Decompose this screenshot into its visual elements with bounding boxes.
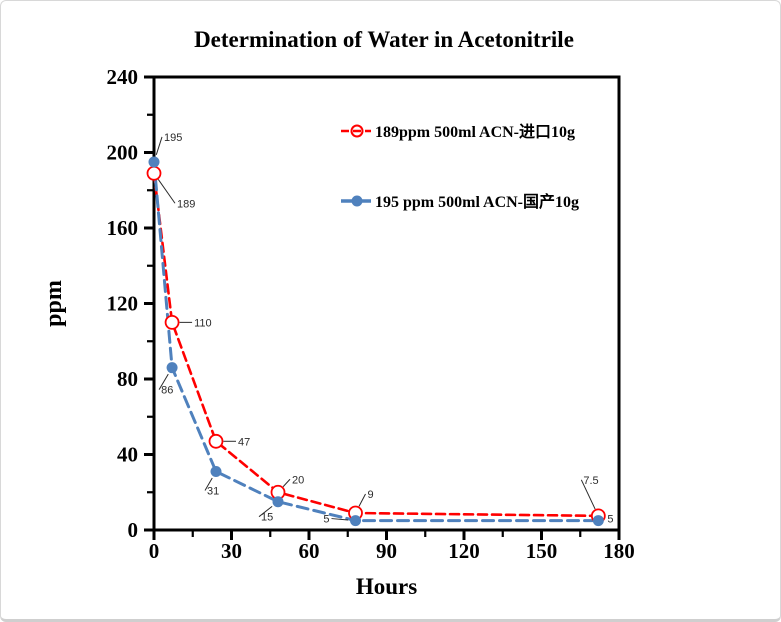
data-point-label: 15 [261,512,273,524]
point-label-leader [282,478,291,488]
data-point-filled-circle [210,465,222,477]
plot-frame [152,75,621,532]
data-point-label: 7.5 [583,475,598,487]
point-label-leader [155,136,163,155]
data-point-label: 189 [177,198,195,210]
data-point-label: 20 [292,474,304,486]
y-tick-label: 160 [107,216,139,240]
y-tick-label: 200 [107,141,139,165]
y-tick-label: 120 [107,292,139,316]
data-point-label: 195 [164,132,182,144]
point-label-leader [157,179,176,204]
data-point-filled-circle [272,496,284,508]
chart-title: Determination of Water in Acetonitrile [194,27,574,52]
data-point-filled-circle [166,362,178,374]
x-tick-label: 60 [299,539,320,563]
y-axis-label: ppm [41,280,67,327]
data-point-open-circle [164,314,180,330]
point-label-leader [204,477,213,491]
legend-open-circle-marker [350,124,364,138]
point-label-leader [158,373,169,390]
data-point-open-circle [208,433,224,449]
data-point-label: 110 [194,317,212,329]
x-tick-label: 180 [603,539,635,563]
data-point-label: 31 [207,485,219,497]
x-axis-label: Hours [356,574,417,599]
data-point-filled-circle [350,515,361,527]
y-tick-label: 80 [117,367,138,391]
data-point-filled-circle [592,515,604,527]
x-tick-label: 120 [448,539,480,563]
data-point-label: 47 [238,436,250,448]
data-point-label: 9 [368,489,374,501]
data-point-label: 86 [161,385,173,397]
legend-label: 189ppm 500ml ACN-进口10g [375,123,575,141]
series-line-0 [152,171,600,518]
data-point-label: 5 [607,514,613,526]
legend-filled-circle-marker [351,195,363,207]
point-label-leader [580,479,596,510]
x-tick-label: 90 [376,539,397,563]
point-label-leader [331,518,349,521]
point-label-leader [258,505,273,518]
series-line-1 [152,160,600,523]
y-tick-label: 40 [117,443,138,467]
data-point-filled-circle [148,156,160,168]
x-tick-label: 150 [526,539,558,563]
y-tick-label: 0 [128,518,139,542]
x-tick-label: 0 [149,539,160,563]
legend-label: 195 ppm 500ml ACN-国产10g [375,192,579,211]
data-point-open-circle [146,165,162,181]
data-point-label: 5 [323,514,329,526]
point-label-leader [358,493,366,507]
y-tick-label: 240 [107,65,139,89]
x-tick-label: 30 [221,539,242,563]
